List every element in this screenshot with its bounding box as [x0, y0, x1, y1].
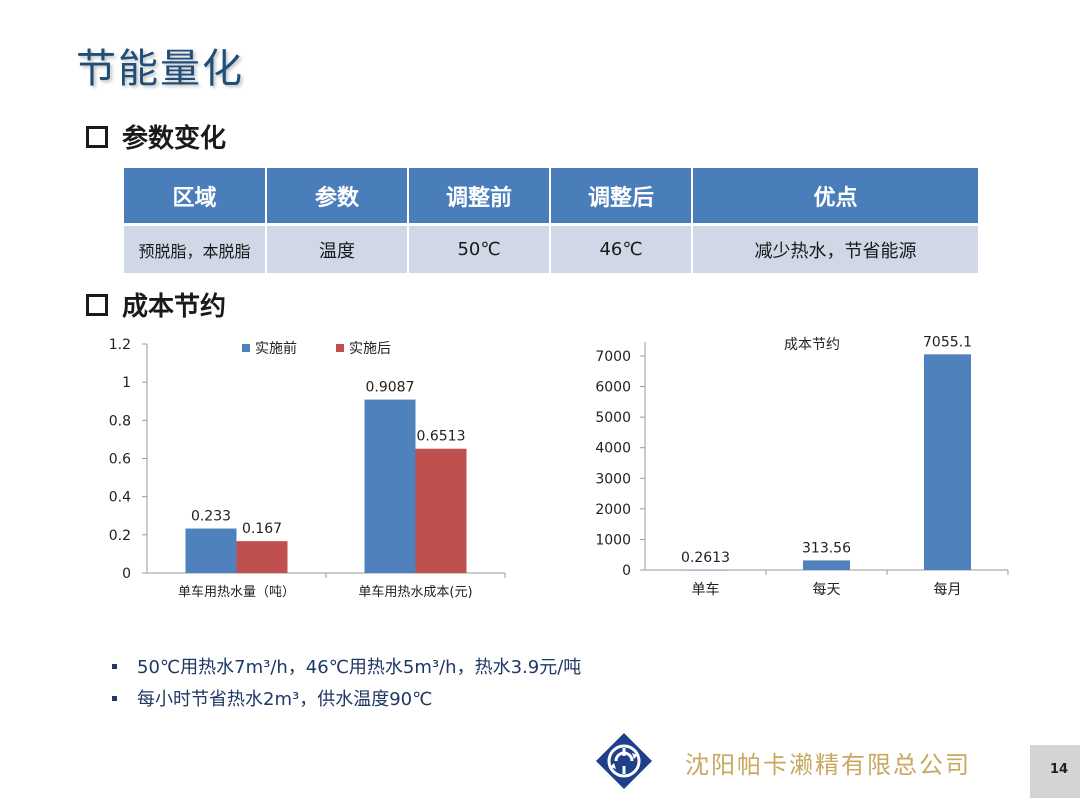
y-tick-label: 4000 — [595, 441, 631, 457]
chart-title: 成本节约 — [784, 337, 840, 353]
x-tick-label: 单车用热水成本(元) — [358, 584, 472, 600]
table-header-cell: 优点 — [692, 168, 978, 226]
bullet-icon — [112, 663, 117, 669]
legend-swatch — [336, 344, 344, 352]
checkbox-bullet-icon — [86, 293, 108, 316]
legend-label: 实施前 — [255, 340, 297, 357]
legend-label: 实施后 — [349, 341, 391, 357]
company-name: 沈阳帕卡濑精有限总公司 — [685, 751, 971, 779]
list-item: 每小时节省热水2m³，供水温度90℃ — [112, 682, 581, 714]
y-tick-label: 0.6 — [109, 452, 131, 468]
table-header-cell: 参数 — [266, 168, 409, 226]
table-cell: 预脱脂，本脱脂 — [124, 224, 267, 273]
y-tick-label: 7000 — [595, 349, 631, 365]
table-cell: 50℃ — [408, 224, 551, 273]
bullet-list: 50℃用热水7m³/h，46℃用热水5m³/h，热水3.9元/吨 每小时节省热水… — [112, 650, 581, 714]
y-tick-label: 1000 — [595, 532, 631, 548]
table-cell: 减少热水，节省能源 — [692, 224, 978, 273]
section-cost-heading: 成本节约 — [122, 292, 227, 322]
page-number: 14 — [1050, 762, 1069, 777]
section-cost: 成本节约 — [86, 286, 226, 323]
page-number-tab — [1030, 745, 1080, 798]
table-header-row: 区域 参数 调整前 调整后 优点 — [124, 168, 978, 226]
data-label: 0.9087 — [366, 380, 415, 396]
bar — [236, 541, 288, 573]
y-tick-label: 2000 — [595, 502, 631, 518]
data-label: 7055.1 — [923, 334, 972, 350]
bar — [185, 528, 237, 573]
bar — [415, 448, 467, 573]
bullet-text: 每小时节省热水2m³，供水温度90℃ — [137, 689, 433, 710]
x-tick-label: 单车 — [692, 581, 720, 598]
table-cell: 温度 — [266, 224, 409, 273]
page-title: 节能量化 — [76, 46, 244, 92]
water-cost-chart: 0 0.2 0.4 0.6 0.8 1 1.2 0.233 0.167 单车用热水量（吨） 0.90… — [109, 337, 506, 600]
section-params-heading: 参数变化 — [122, 124, 227, 154]
y-tick-label: 6000 — [595, 380, 631, 396]
cost-saving-chart: 0 1000 2000 3000 4000 5000 6000 7000 0.2613 单车 313… — [595, 334, 1009, 598]
data-label: 313.56 — [802, 540, 851, 556]
bullet-text: 50℃用热水7m³/h，46℃用热水5m³/h，热水3.9元/吨 — [137, 657, 582, 678]
list-item: 50℃用热水7m³/h，46℃用热水5m³/h，热水3.9元/吨 — [112, 650, 581, 682]
y-tick-label: 1.2 — [109, 337, 131, 353]
company-logo-icon — [596, 733, 652, 789]
section-params: 参数变化 — [86, 118, 226, 155]
y-tick-label: 3000 — [595, 471, 631, 487]
checkbox-bullet-icon — [86, 125, 108, 148]
y-tick-label: 0.4 — [109, 490, 131, 506]
legend-swatch — [242, 344, 250, 352]
y-tick-label: 0 — [622, 563, 631, 579]
data-label: 0.233 — [191, 509, 231, 525]
y-tick-label: 0.2 — [109, 528, 131, 544]
table-row: 预脱脂，本脱脂 温度 50℃ 46℃ 减少热水，节省能源 — [124, 224, 978, 273]
y-tick-label: 0 — [122, 566, 131, 582]
x-tick-label: 每天 — [813, 582, 841, 598]
bar — [803, 560, 850, 570]
y-tick-label: 5000 — [595, 410, 631, 426]
table-header-cell: 调整前 — [408, 168, 551, 226]
data-label: 0.2613 — [681, 550, 730, 566]
table-header-cell: 调整后 — [550, 168, 693, 226]
y-tick-label: 1 — [122, 375, 131, 391]
bullet-icon — [112, 695, 117, 701]
x-tick-label: 每月 — [934, 582, 962, 598]
x-tick-label: 单车用热水量（吨） — [178, 584, 295, 600]
data-label: 0.6513 — [417, 429, 466, 445]
bar — [924, 354, 971, 570]
data-label: 0.167 — [242, 521, 282, 537]
table-cell: 46℃ — [550, 224, 693, 273]
bar — [364, 399, 416, 573]
y-tick-label: 0.8 — [109, 413, 131, 429]
bar — [682, 569, 729, 571]
table-header-cell: 区域 — [124, 168, 267, 226]
params-table: 区域 参数 调整前 调整后 优点 预脱脂，本脱脂 温度 50℃ 46℃ 减少热水… — [124, 168, 978, 273]
